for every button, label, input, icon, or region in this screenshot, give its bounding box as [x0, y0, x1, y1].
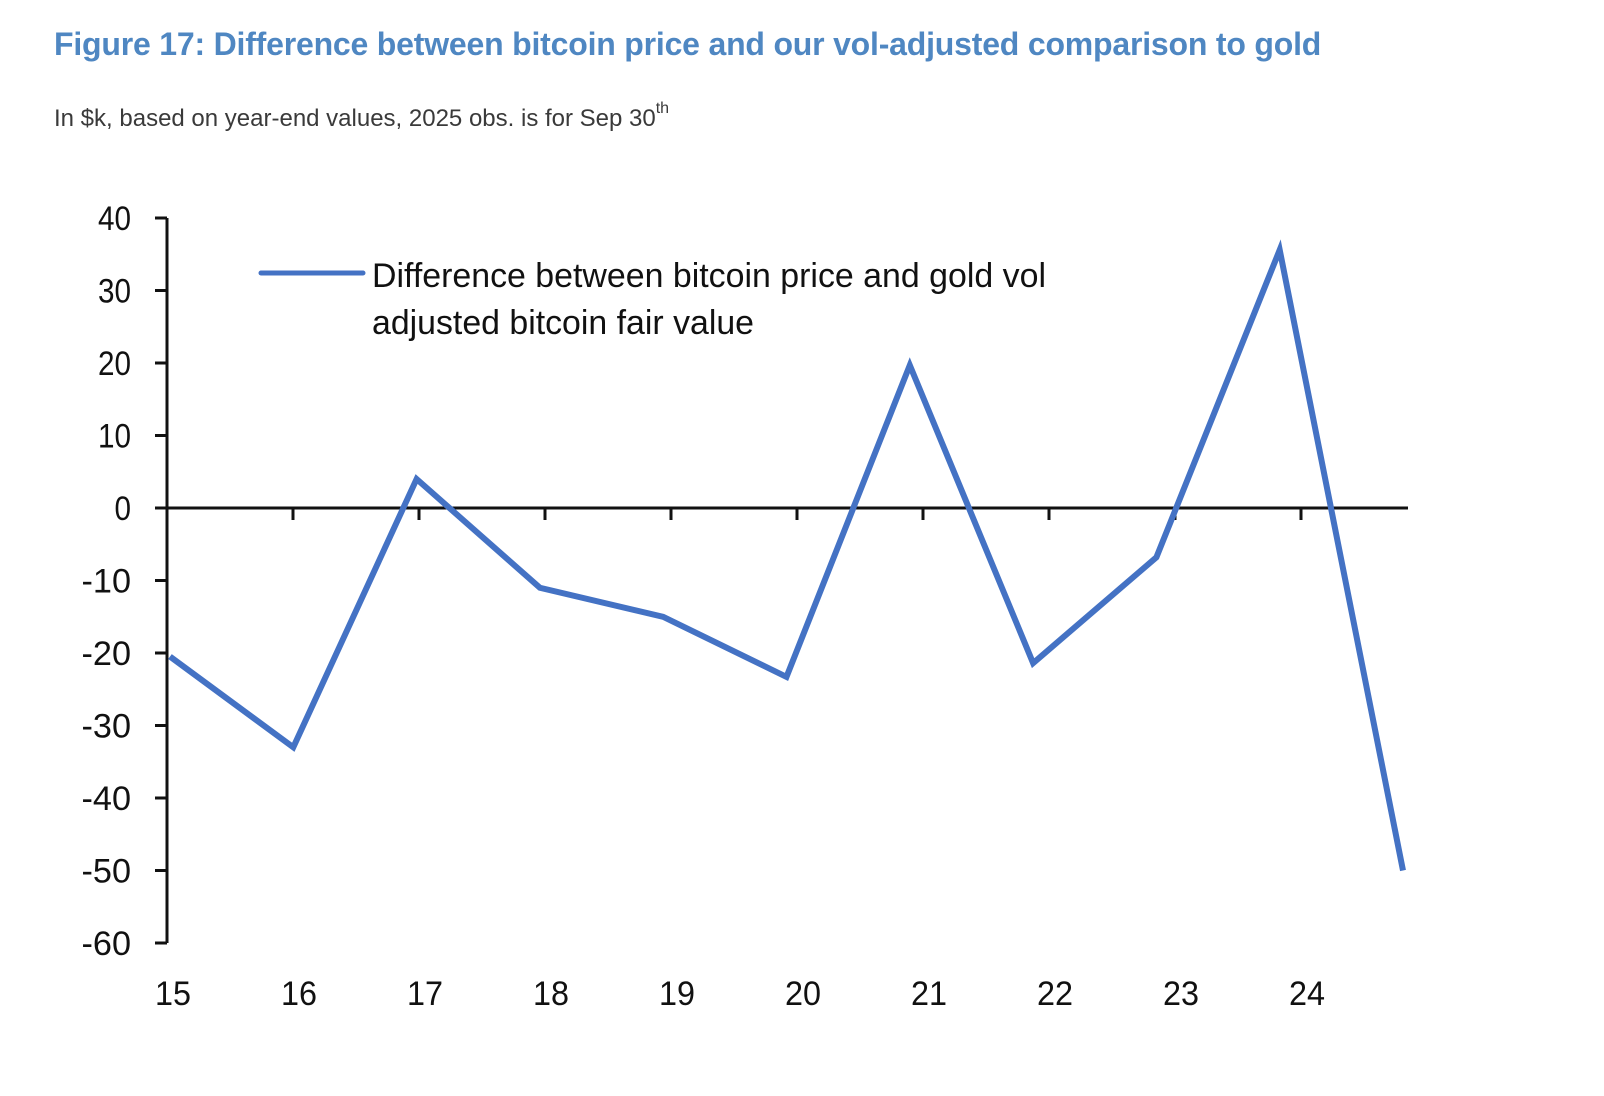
y-tick-label: -10 — [82, 563, 132, 601]
figure-title: Figure 17: Difference between bitcoin pr… — [54, 26, 1322, 62]
x-tick-label: 20 — [785, 975, 821, 1013]
figure-subtitle: In $k, based on year-end values, 2025 ob… — [54, 100, 669, 133]
x-tick-label: 24 — [1289, 975, 1325, 1013]
x-tick-label: 19 — [659, 975, 695, 1013]
x-tick-label: 16 — [281, 975, 317, 1013]
legend-label-line-2: adjusted bitcoin fair value — [372, 304, 754, 342]
legend: Difference between bitcoin price and gol… — [258, 257, 1046, 342]
legend-label-line-1: Difference between bitcoin price and gol… — [372, 257, 1046, 295]
y-tick-label: -30 — [82, 708, 132, 746]
y-tick-label: 10 — [98, 418, 131, 456]
x-tick-label: 22 — [1037, 975, 1073, 1013]
subtitle-text: In $k, based on year-end values, 2025 ob… — [54, 105, 656, 132]
y-tick-label: 40 — [98, 200, 131, 238]
subtitle-superscript: th — [655, 100, 670, 117]
y-tick-label: -40 — [82, 780, 132, 818]
series-layer — [168, 239, 1406, 872]
y-tick-label: 20 — [98, 345, 131, 383]
y-tick-label: 0 — [115, 490, 132, 528]
x-tick-label: 23 — [1163, 975, 1199, 1013]
y-tick-label: 30 — [98, 273, 131, 311]
x-tick-label: 17 — [407, 975, 443, 1013]
x-tick-label: 15 — [155, 975, 191, 1013]
y-tick-label: -20 — [82, 635, 132, 673]
y-tick-label: -60 — [82, 925, 132, 963]
series-line — [168, 239, 1406, 872]
y-axis: 40 30 20 10 0 -10 -20 -30 -40 -50 -60 — [82, 200, 169, 963]
x-tick-label: 18 — [533, 975, 569, 1013]
y-tick-label: -50 — [82, 853, 132, 891]
x-axis: 15 16 17 18 19 20 21 22 23 24 — [155, 506, 1408, 1013]
x-tick-label: 21 — [911, 975, 947, 1013]
